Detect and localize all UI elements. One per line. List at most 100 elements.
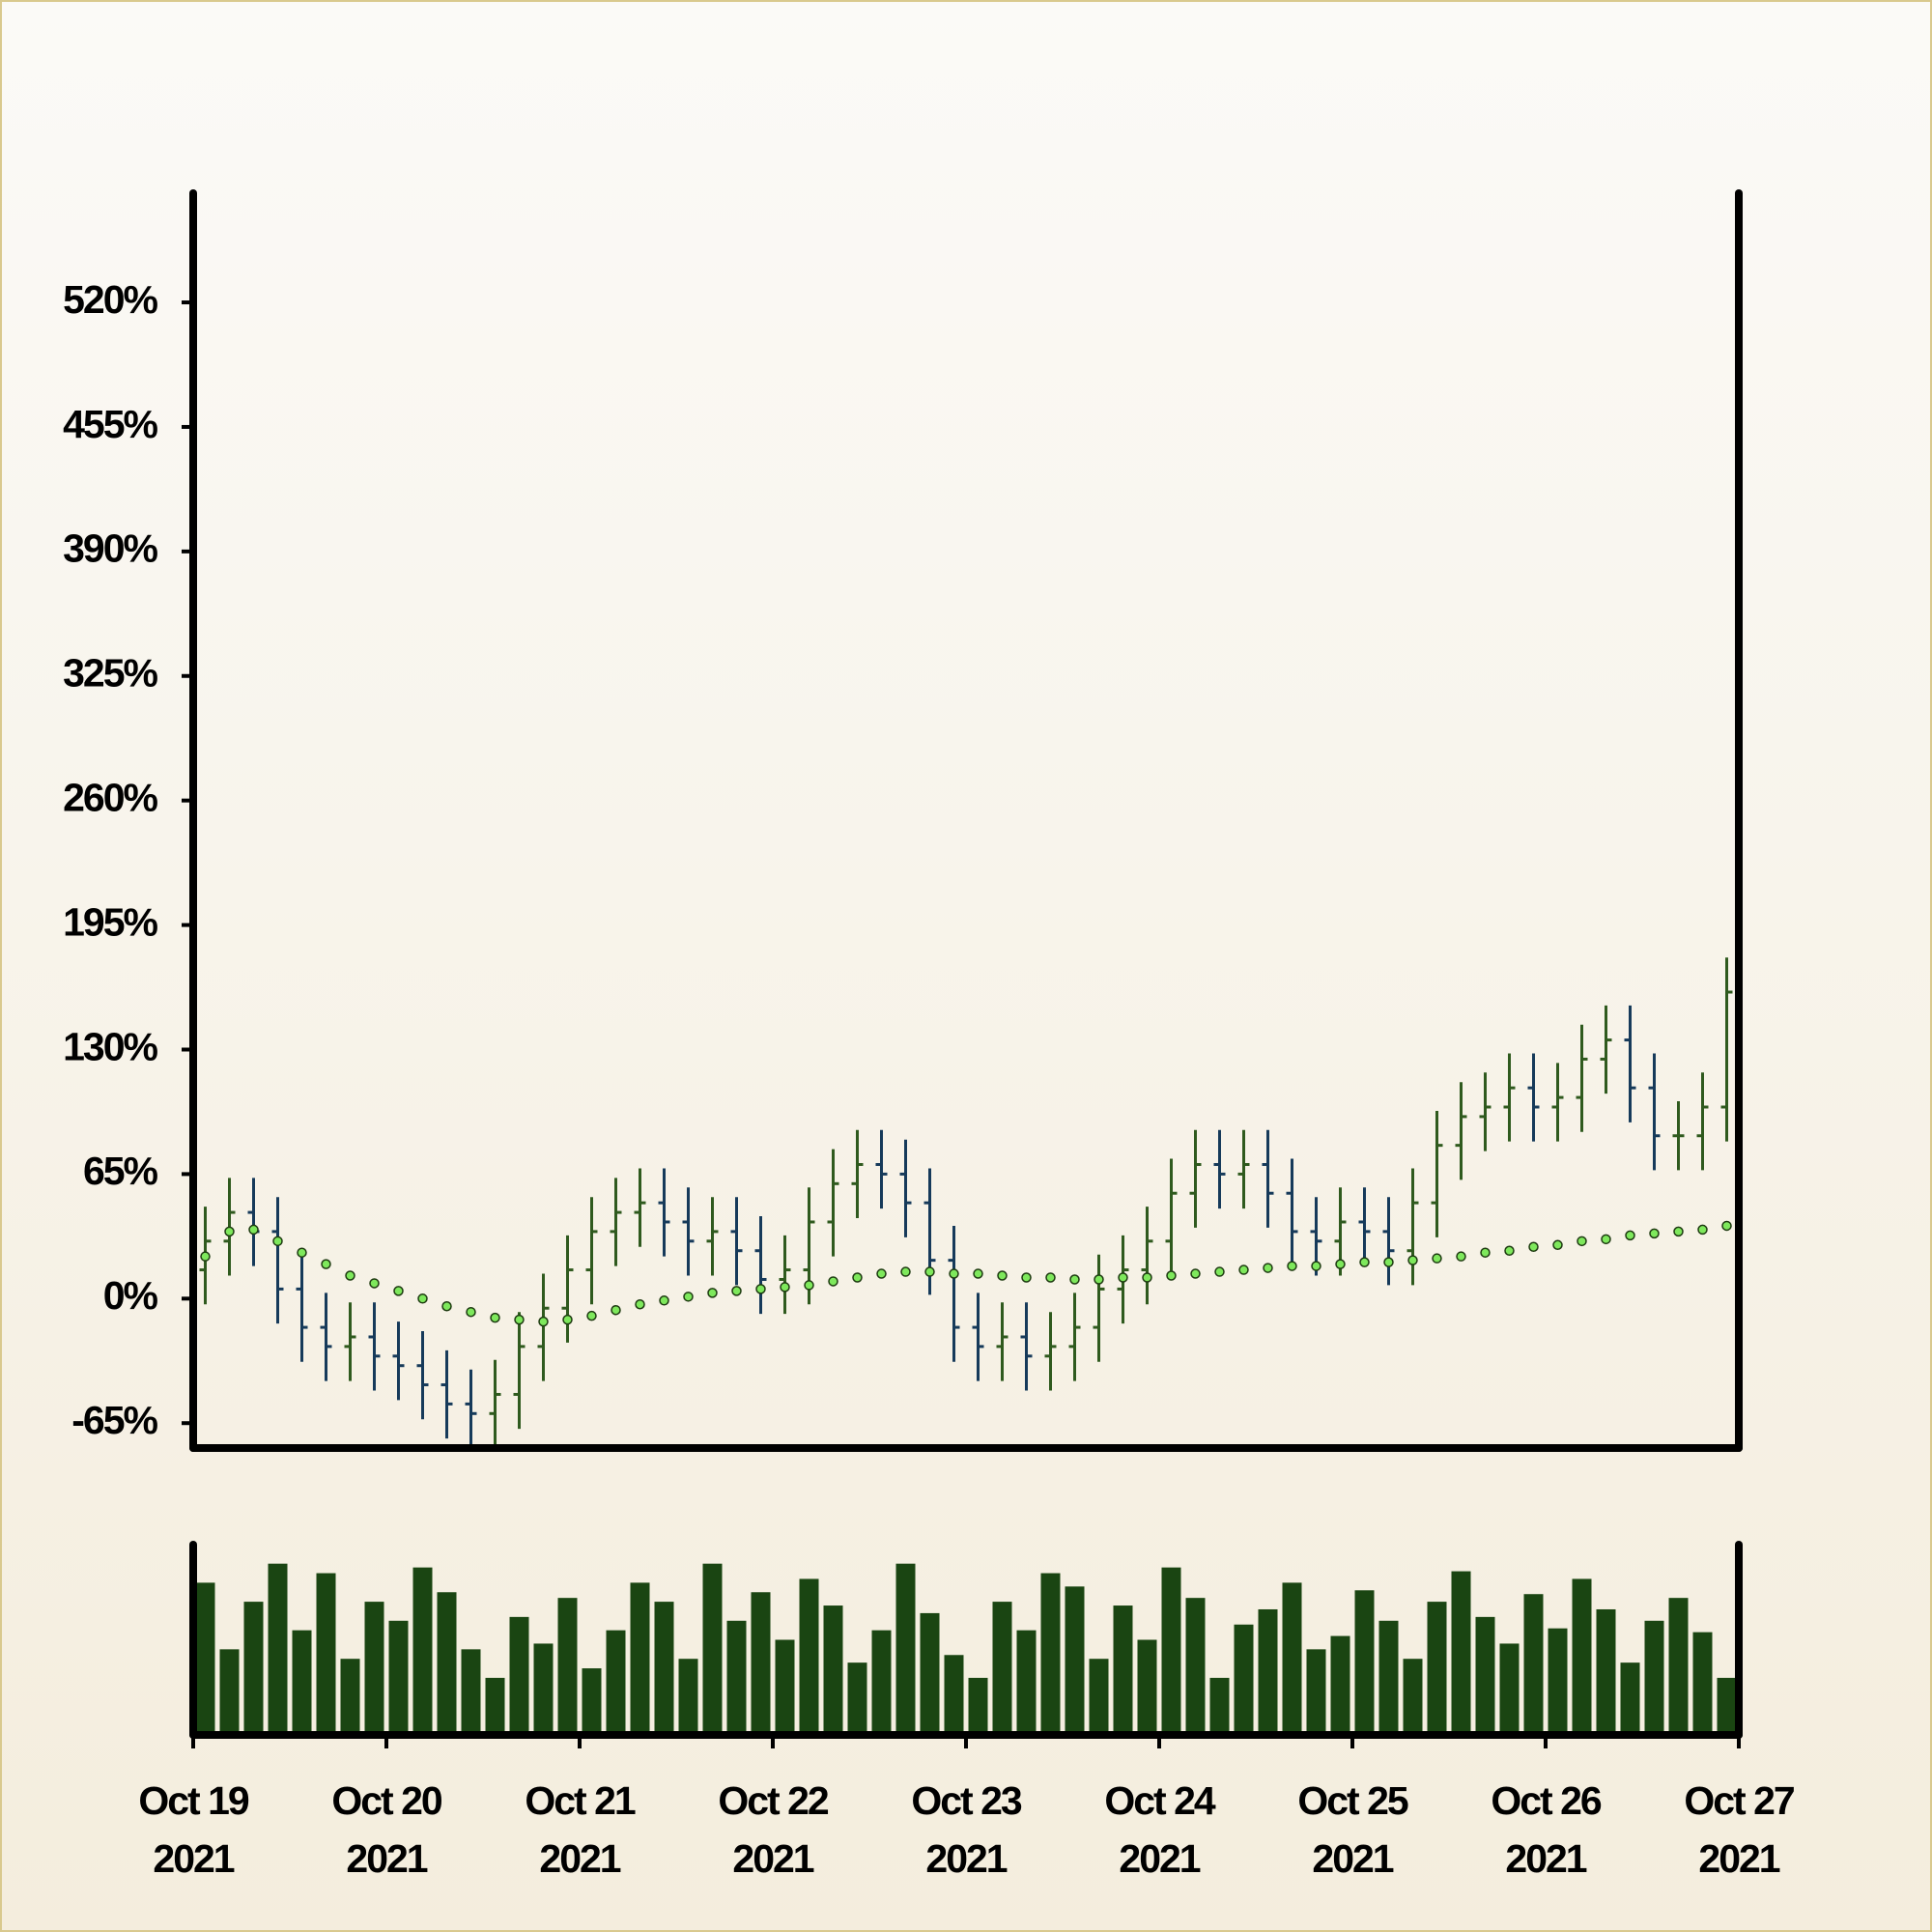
x-tick-label: Oct 27 2021 xyxy=(1684,1778,1795,1881)
ma-point xyxy=(514,1314,525,1325)
y-tick-label: 65% xyxy=(83,1149,158,1193)
volume-bar xyxy=(1620,1662,1640,1735)
ma-point xyxy=(1721,1220,1732,1232)
volume-bar xyxy=(509,1616,529,1735)
ma-point xyxy=(804,1280,814,1291)
x-tick-label: Oct 23 2021 xyxy=(911,1778,1022,1881)
x-tick-label: Oct 25 2021 xyxy=(1297,1778,1408,1881)
ma-point xyxy=(1480,1247,1491,1258)
volume-bar xyxy=(1548,1628,1568,1735)
volume-bar xyxy=(895,1563,916,1735)
x-tick-label: Oct 22 2021 xyxy=(718,1778,829,1881)
volume-bar xyxy=(726,1620,747,1735)
volume-bar xyxy=(582,1668,602,1735)
ma-point xyxy=(1021,1272,1032,1283)
ma-point xyxy=(200,1251,211,1262)
volume-bar xyxy=(1378,1620,1399,1735)
volume-bar xyxy=(412,1567,433,1735)
ma-point xyxy=(1166,1270,1177,1281)
ma-point xyxy=(417,1293,428,1304)
ma-point xyxy=(466,1306,476,1318)
volume-bar xyxy=(775,1639,795,1735)
ma-point xyxy=(586,1310,597,1321)
volume-bar xyxy=(606,1630,626,1735)
volume-bar xyxy=(920,1612,940,1735)
ma-point xyxy=(1263,1263,1273,1273)
ma-point xyxy=(1577,1236,1587,1247)
volume-bar xyxy=(1234,1624,1254,1735)
ma-point xyxy=(490,1312,500,1323)
volume-bar xyxy=(1306,1649,1326,1735)
volume-bar xyxy=(195,1582,215,1735)
volume-bar xyxy=(243,1602,264,1735)
ma-point xyxy=(1238,1264,1249,1275)
x-tick-label: Oct 19 2021 xyxy=(138,1778,249,1881)
x-tick-label: Oct 21 2021 xyxy=(525,1778,636,1881)
ma-point xyxy=(1528,1241,1539,1253)
volume-bar xyxy=(751,1592,771,1735)
ma-point xyxy=(1069,1274,1080,1285)
volume-bar xyxy=(968,1677,988,1735)
volume-bar xyxy=(461,1649,481,1735)
volume-bar xyxy=(1451,1571,1471,1735)
y-tick-label: 260% xyxy=(63,776,157,820)
volume-bar xyxy=(1282,1582,1302,1735)
volume-bar xyxy=(1354,1590,1375,1735)
volume-bar xyxy=(847,1662,867,1735)
volume-bar xyxy=(1499,1643,1520,1735)
ma-point xyxy=(224,1226,235,1237)
volume-bar xyxy=(871,1630,892,1735)
x-tick-label: Oct 20 2021 xyxy=(331,1778,442,1881)
ma-point xyxy=(949,1268,959,1279)
ma-point xyxy=(780,1282,790,1293)
volume-bar xyxy=(654,1602,674,1735)
volume-bar xyxy=(1668,1598,1689,1735)
ma-point xyxy=(611,1304,621,1316)
ma-point xyxy=(1214,1266,1225,1277)
ma-point xyxy=(1625,1230,1635,1241)
y-tick-label: 390% xyxy=(63,526,157,571)
y-tick-label: 130% xyxy=(63,1024,157,1068)
volume-bar xyxy=(364,1602,384,1735)
volume-bar xyxy=(1403,1659,1423,1735)
volume-bar xyxy=(1330,1635,1350,1735)
ma-point xyxy=(635,1299,645,1310)
y-tick-label: 195% xyxy=(63,899,157,944)
price-bars xyxy=(199,957,1733,1448)
ma-point xyxy=(1383,1257,1394,1267)
ma-point xyxy=(321,1259,331,1269)
ma-point xyxy=(1287,1261,1297,1271)
volume-bar xyxy=(1113,1605,1133,1735)
volume-bar xyxy=(1717,1677,1737,1735)
volume-bar xyxy=(268,1563,288,1735)
ma-point xyxy=(297,1247,307,1258)
y-tick-label: -65% xyxy=(71,1398,157,1442)
volume-bar xyxy=(1137,1639,1157,1735)
ma-point xyxy=(1673,1226,1684,1237)
ma-point xyxy=(1311,1261,1321,1271)
volume-bar xyxy=(219,1649,240,1735)
ma-point xyxy=(393,1286,404,1296)
x-tick-label: Oct 26 2021 xyxy=(1491,1778,1602,1881)
volume-bar xyxy=(316,1573,336,1735)
ma-point xyxy=(973,1268,983,1279)
ma-point xyxy=(707,1288,718,1298)
y-tick-label: 520% xyxy=(63,277,157,322)
ma-point xyxy=(924,1266,935,1277)
ma-point xyxy=(731,1286,742,1296)
ma-point xyxy=(900,1266,911,1277)
ma-point xyxy=(1456,1251,1466,1262)
volume-bar xyxy=(1523,1594,1544,1735)
ma-point xyxy=(1432,1253,1442,1264)
volume-bar xyxy=(1596,1608,1616,1735)
ma-point xyxy=(852,1272,863,1283)
volume-bar xyxy=(533,1643,554,1735)
ma-point xyxy=(659,1295,669,1306)
volume-bar xyxy=(1644,1620,1664,1735)
ma-point xyxy=(1142,1272,1152,1283)
ma-point xyxy=(997,1270,1008,1281)
ma-point xyxy=(1359,1257,1370,1267)
ma-point xyxy=(248,1224,259,1236)
volume-bar xyxy=(1065,1586,1085,1735)
